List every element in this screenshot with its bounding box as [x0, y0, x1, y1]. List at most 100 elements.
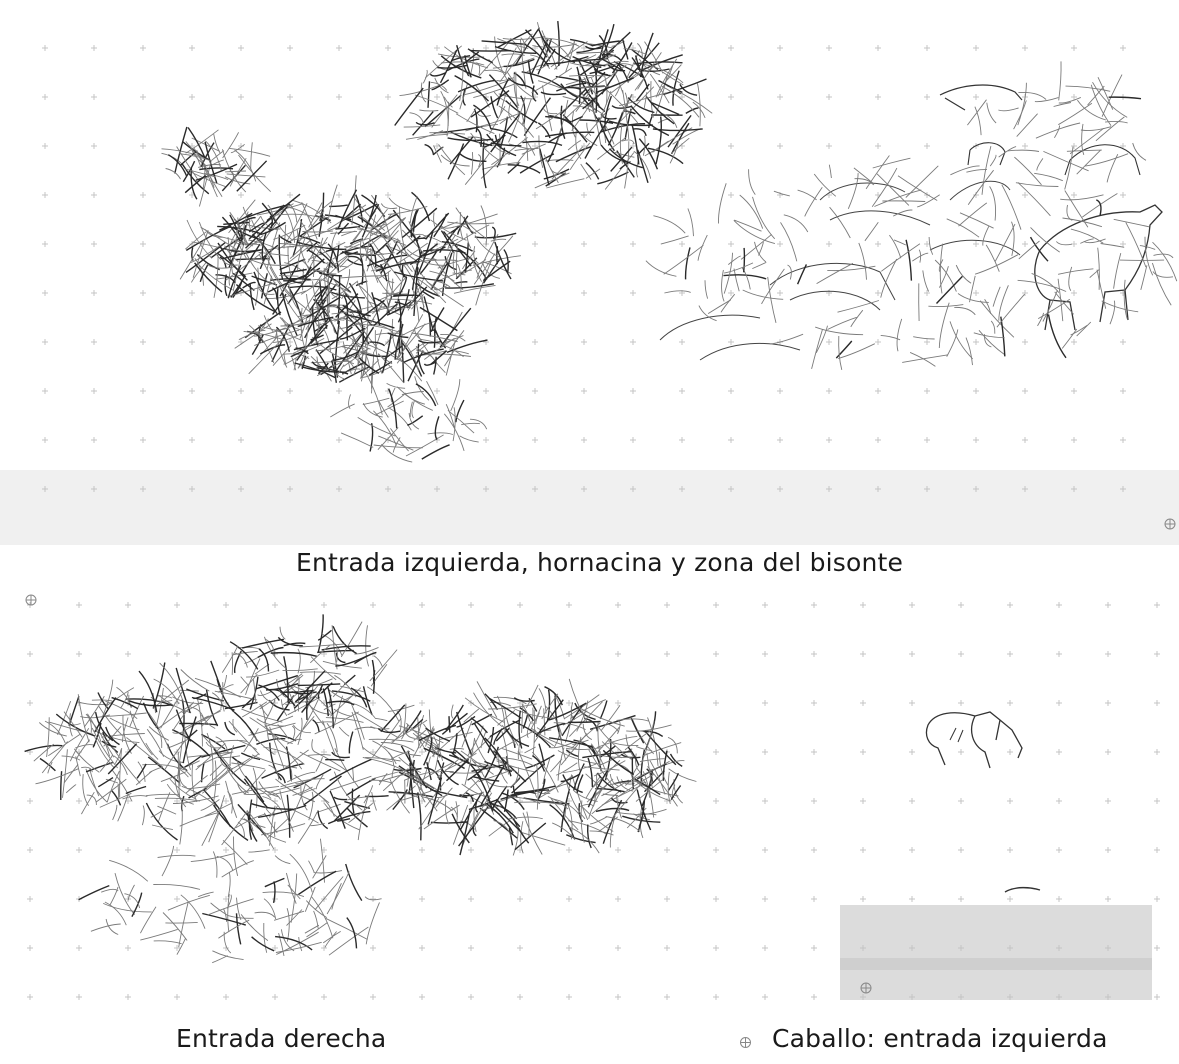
grid-cross-icon [958, 700, 964, 706]
grid-cross-icon [385, 486, 391, 492]
grid-cross-icon [1120, 45, 1126, 51]
grid-cross-icon [434, 94, 440, 100]
grid-cross-icon [1056, 602, 1062, 608]
grid-cross-icon [42, 437, 48, 443]
registration-mark-icon [25, 518, 1176, 994]
grid-cross-icon [713, 847, 719, 853]
grid-cross-icon [811, 994, 817, 1000]
grid-cross-icon [875, 437, 881, 443]
grid-cross-icon [336, 388, 342, 394]
grid-cross-icon [272, 847, 278, 853]
grid-cross-icon [1154, 847, 1160, 853]
grid-cross-icon [532, 290, 538, 296]
grid-cross-icon [483, 192, 489, 198]
grid-cross-icon [728, 486, 734, 492]
grid-cross-icon [91, 143, 97, 149]
grid-cross-icon [287, 45, 293, 51]
grid-cross-icon [973, 45, 979, 51]
grid-cross-icon [223, 602, 229, 608]
grid-cross-icon [385, 94, 391, 100]
grid-cross-icon [1120, 388, 1126, 394]
grid-cross-icon [1007, 896, 1013, 902]
grid-cross-icon [728, 241, 734, 247]
grid-cross-icon [875, 45, 881, 51]
grid-cross-icon [664, 651, 670, 657]
grid-cross-icon [434, 45, 440, 51]
grid-cross-icon [370, 945, 376, 951]
grid-cross-icon [189, 486, 195, 492]
grid-cross-icon [434, 486, 440, 492]
grid-cross-icon [713, 700, 719, 706]
grid-cross-icon [1105, 602, 1111, 608]
grid-cross-icon [517, 651, 523, 657]
grid-cross-icon [532, 437, 538, 443]
grid-cross-icon [713, 896, 719, 902]
grid-cross-icon [468, 847, 474, 853]
grid-cross-icon [189, 241, 195, 247]
grid-cross-icon [532, 192, 538, 198]
grid-cross-icon [336, 143, 342, 149]
grid-cross-icon [434, 388, 440, 394]
grid-cross-icon [566, 994, 572, 1000]
grid-cross-icon [762, 700, 768, 706]
grid-cross-icon [336, 486, 342, 492]
grid-cross-icon [581, 192, 587, 198]
grid-cross-icon [189, 45, 195, 51]
grid-cross-icon [419, 994, 425, 1000]
grid-cross-icon [630, 486, 636, 492]
grid-cross-icon [272, 602, 278, 608]
grid-cross-icon [1154, 945, 1160, 951]
grid-cross-icon [826, 486, 832, 492]
grid-cross-icon [664, 798, 670, 804]
grid-cross-icon [140, 45, 146, 51]
grid-cross-icon [1154, 749, 1160, 755]
grid-cross-icon [321, 945, 327, 951]
grid-cross-icon [762, 896, 768, 902]
grid-cross-icon [1022, 143, 1028, 149]
grid-cross-icon [630, 143, 636, 149]
grid-cross-icon [336, 45, 342, 51]
grid-cross-icon [713, 602, 719, 608]
grid-cross-icon [468, 602, 474, 608]
grid-cross-icon [664, 945, 670, 951]
grid-cross-icon [336, 94, 342, 100]
caption-right-entrance: Entrada derecha [176, 1024, 387, 1053]
grid-cross-icon [860, 896, 866, 902]
grid-cross-icon [566, 602, 572, 608]
grid-cross-icon [532, 339, 538, 345]
grid-cross-icon [27, 847, 33, 853]
grid-cross-icon [958, 847, 964, 853]
grid-cross-icon [973, 94, 979, 100]
grid-cross-icon [140, 339, 146, 345]
grid-cross-icon [958, 945, 964, 951]
grid-cross-icon [713, 651, 719, 657]
grid-cross-icon [679, 241, 685, 247]
grid-cross-icon [811, 651, 817, 657]
grid-cross-icon [909, 749, 915, 755]
grid-cross-icon [909, 798, 915, 804]
grid-cross-icon [566, 651, 572, 657]
grid-cross-icon [125, 651, 131, 657]
grid-cross-icon [42, 143, 48, 149]
grid-cross-icon [826, 388, 832, 394]
grid-cross-icon [517, 945, 523, 951]
grid-cross-icon [630, 437, 636, 443]
grid-cross-icon [223, 994, 229, 1000]
grid-cross-icon [76, 945, 82, 951]
grid-cross-icon [1105, 847, 1111, 853]
grid-cross-icon [287, 94, 293, 100]
grid-bottom [27, 602, 1160, 1000]
grid-cross-icon [1022, 486, 1028, 492]
grid-cross-icon [532, 486, 538, 492]
grid-cross-icon [140, 94, 146, 100]
grid-cross-icon [1022, 45, 1028, 51]
grid-cross-icon [762, 847, 768, 853]
grid-cross-icon [42, 45, 48, 51]
grid-cross-icon [1154, 994, 1160, 1000]
grid-cross-icon [581, 388, 587, 394]
grid-cross-icon [924, 290, 930, 296]
grid-cross-icon [189, 388, 195, 394]
grid-cross-icon [958, 896, 964, 902]
grid-cross-icon [909, 700, 915, 706]
grid-cross-icon [174, 602, 180, 608]
